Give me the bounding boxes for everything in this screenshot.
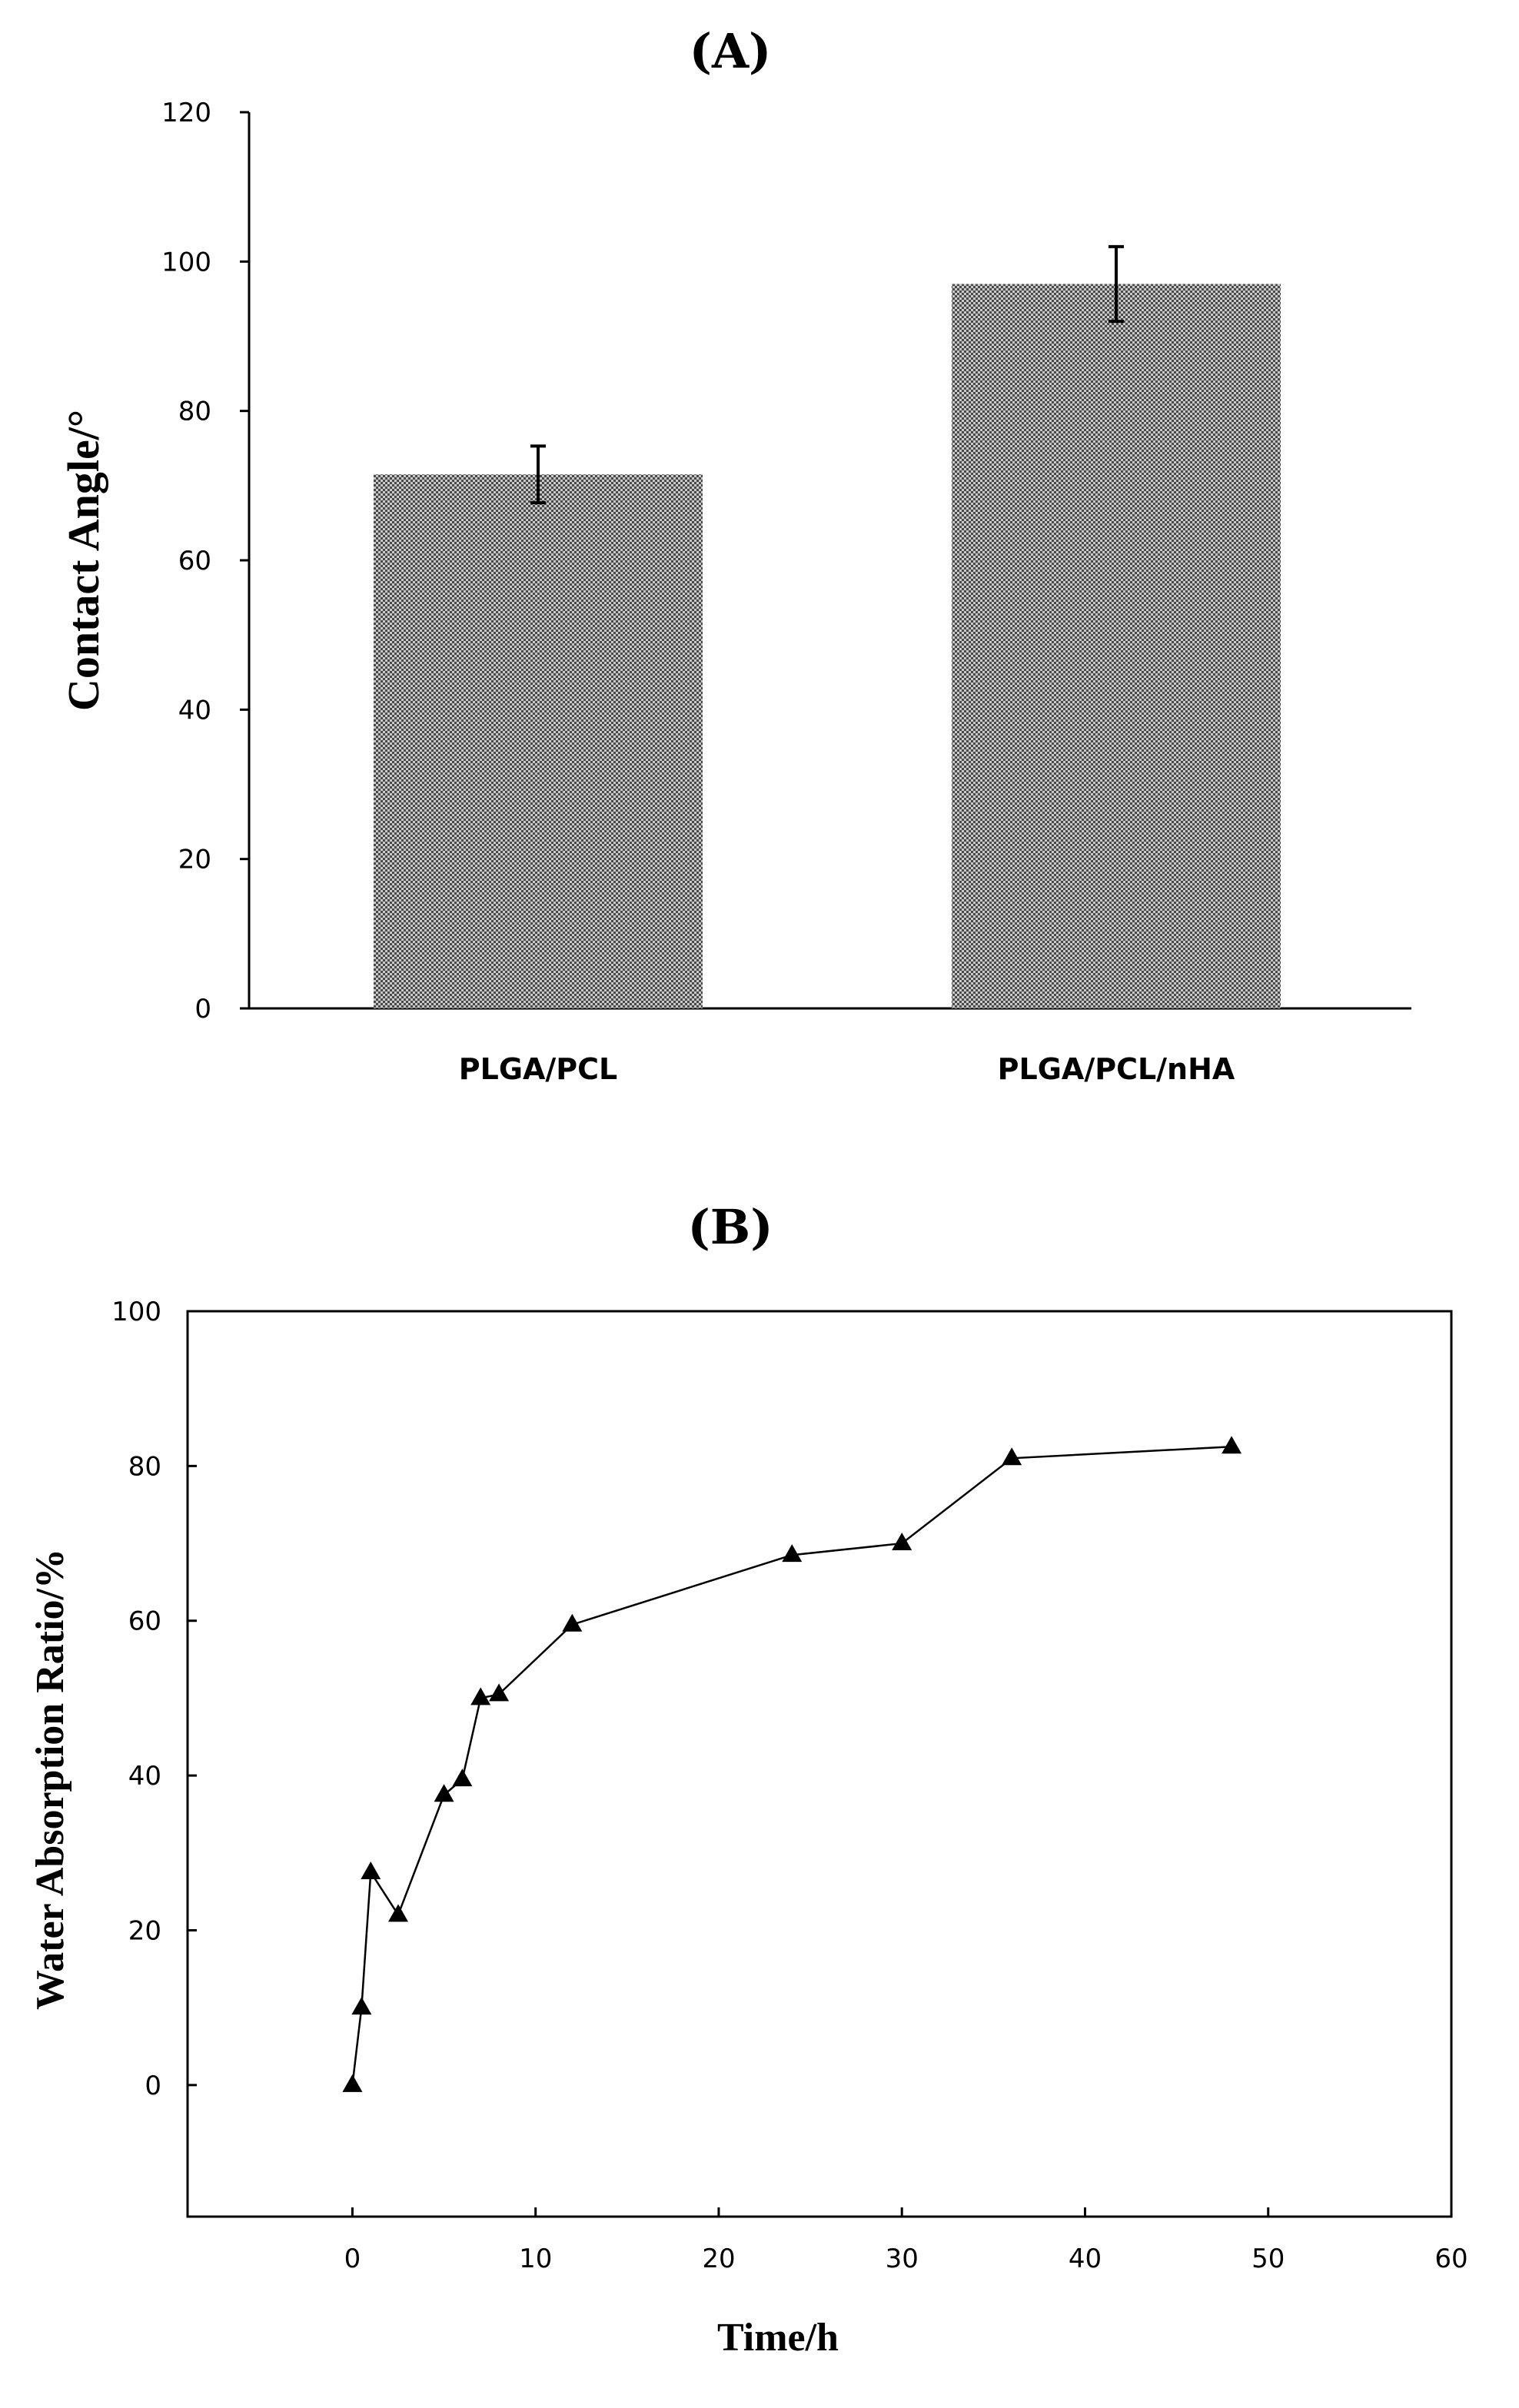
panel-b-data-point xyxy=(452,1769,473,1787)
panel-b-x-tick-label: 30 xyxy=(886,2244,919,2274)
panel-a-y-tick-label: 100 xyxy=(161,247,211,277)
panel-a-y-axis-title: Contact Angle/° xyxy=(58,410,108,711)
panel-a-y-tick-label: 120 xyxy=(161,98,211,128)
panel-b-y-tick-label: 0 xyxy=(145,2071,161,2101)
panel-b-data-point xyxy=(1002,1447,1022,1466)
panel-b-x-tick-label: 0 xyxy=(344,2244,361,2274)
panel-b-y-axis-title: Water Absorption Ratio/% xyxy=(28,1549,72,2010)
panel-b-series xyxy=(342,1436,1242,2092)
panel-b-data-point xyxy=(892,1533,912,1551)
panel-b-data-point xyxy=(562,1613,583,1632)
panel-b-plot-frame xyxy=(186,1310,1453,2218)
panel-a-y-tick-label: 60 xyxy=(178,546,211,576)
panel-b-x-tick-label: 40 xyxy=(1069,2244,1102,2274)
panel-b-data-point xyxy=(342,2074,363,2092)
panel-b-label: (B) xyxy=(687,1199,773,1255)
panel-a-category-labels: PLGA/PCL PLGA/PCL/nHA xyxy=(459,1052,1235,1086)
panel-b-axes: 0 20 40 60 80 100 0 10 20 30 40 50 60 xyxy=(111,1297,1468,2274)
panel-b-data-point xyxy=(470,1687,491,1706)
panel-b-data-point xyxy=(489,1683,510,1702)
panel-b-line-chart: (B) 0 20 40 60 80 100 0 10 20 30 40 50 60 Time/h Wat… xyxy=(28,1199,1468,2360)
panel-b-x-tick-label: 50 xyxy=(1251,2244,1285,2274)
panel-b-data-point xyxy=(361,1861,381,1879)
panel-b-y-tick-label: 40 xyxy=(128,1761,161,1792)
panel-b-x-tick-label: 60 xyxy=(1434,2244,1467,2274)
panel-b-x-tick-label: 10 xyxy=(519,2244,552,2274)
panel-a-label: (A) xyxy=(690,23,772,79)
panel-a-y-tick-label: 0 xyxy=(194,994,211,1025)
panel-a-category-label: PLGA/PCL xyxy=(459,1052,618,1086)
panel-b-data-point xyxy=(351,1997,372,2015)
panel-b-series-line xyxy=(351,1445,1232,2085)
panel-b-y-tick-label: 20 xyxy=(128,1915,161,1946)
panel-a-bar xyxy=(952,284,1281,1008)
panel-b-x-tick-label: 20 xyxy=(702,2244,735,2274)
panel-a-bar xyxy=(374,474,703,1008)
panel-a-bars xyxy=(374,244,1281,1008)
panel-b-y-tick-label: 60 xyxy=(128,1606,161,1637)
panel-b-data-point xyxy=(388,1904,408,1922)
panel-a-y-tick-label: 20 xyxy=(178,845,211,875)
panel-b-x-axis-title: Time/h xyxy=(717,2316,839,2360)
panel-a-bar-chart: (A) 0 20 40 60 80 100 120 PLGA/PCL PLGA/PCL/nHA… xyxy=(58,23,1411,1086)
panel-a-y-tick-label: 40 xyxy=(178,695,211,726)
panel-b-y-tick-label: 100 xyxy=(111,1297,161,1327)
panel-a-category-label: PLGA/PCL/nHA xyxy=(998,1052,1235,1086)
panel-b-data-point xyxy=(782,1544,803,1563)
panel-b-data-point xyxy=(1222,1436,1242,1454)
panel-b-y-tick-label: 80 xyxy=(128,1451,161,1482)
panel-b-data-point xyxy=(434,1784,454,1802)
panel-a-y-tick-label: 80 xyxy=(178,397,211,427)
